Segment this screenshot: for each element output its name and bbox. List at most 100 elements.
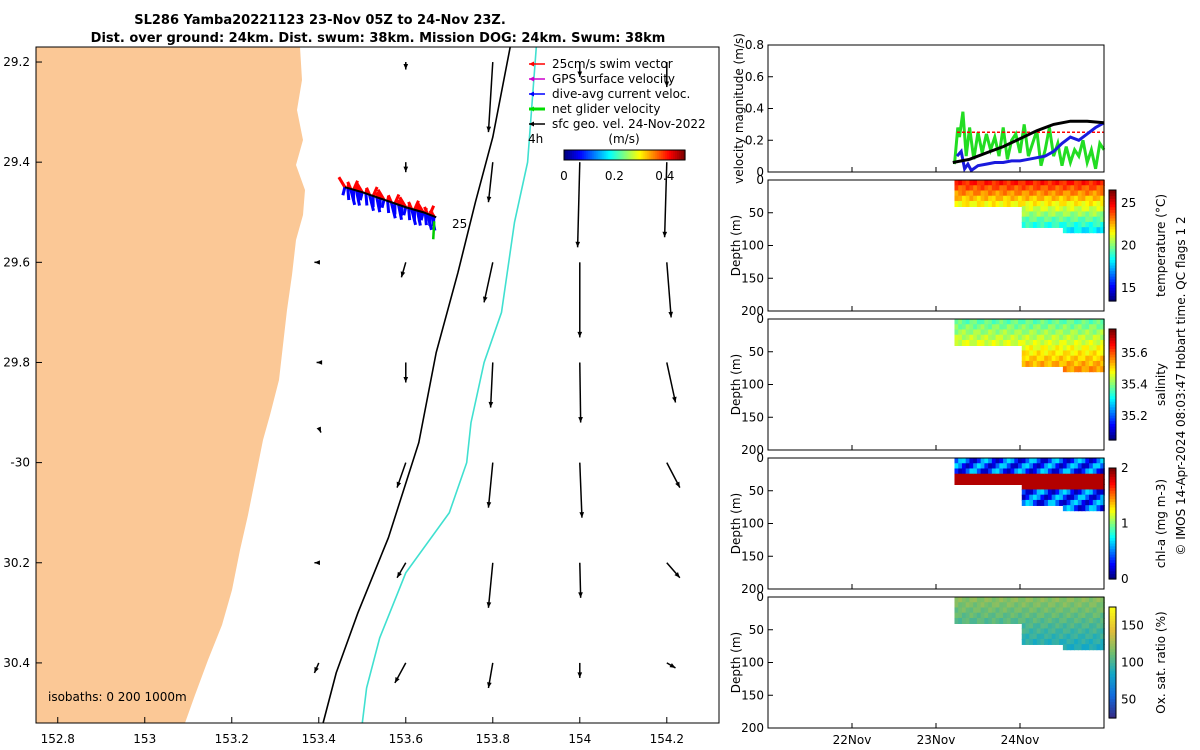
section-cell [1029, 334, 1034, 341]
section-cell [1010, 200, 1016, 207]
section-cell [1029, 211, 1034, 218]
section-cell [1089, 597, 1094, 604]
section-cell [991, 478, 997, 485]
section-cell [995, 324, 1001, 331]
depth-colorbar-cell [1109, 226, 1116, 230]
section-cell [1085, 597, 1090, 604]
section-cell [1070, 633, 1075, 640]
section-cell [1062, 329, 1068, 336]
geo-vector-head [394, 676, 400, 683]
section-cell [1077, 494, 1083, 501]
section-cell [1040, 360, 1045, 367]
depth-colorbar-cell [1109, 334, 1116, 338]
section-cell [1066, 195, 1072, 202]
depth-colorbar-cell [1109, 631, 1116, 636]
section-cell [1059, 602, 1064, 609]
section-cell [1029, 360, 1034, 367]
depth-colorbar-cell [1109, 607, 1116, 611]
geo-vector-head [664, 81, 670, 88]
section-cell [991, 200, 997, 207]
section-cell [1010, 612, 1016, 619]
section-cell [973, 597, 978, 604]
section-cell [1047, 628, 1053, 635]
section-cell [995, 602, 1001, 609]
section-cell [1047, 200, 1053, 207]
section-cell [958, 478, 963, 485]
depth-colorbar-frame [1108, 189, 1117, 302]
section-cell [1051, 463, 1057, 470]
colorbar-cell [670, 150, 674, 160]
figure-title-line2: Dist. over ground: 24km. Dist. swum: 38k… [91, 31, 666, 46]
section-cell [1077, 227, 1083, 234]
section-cell [1059, 638, 1064, 645]
section-cell [1003, 617, 1008, 624]
section-cell [1085, 468, 1090, 475]
section-cell [1032, 360, 1038, 367]
depth-colorbar-cell [1109, 190, 1116, 194]
section-cell [995, 200, 1001, 207]
section-cell [1096, 206, 1102, 213]
section-cell [1006, 324, 1012, 331]
section-cell [1074, 200, 1079, 207]
section-cell [1014, 319, 1019, 326]
section-cell [1070, 195, 1075, 202]
section-cell [1055, 617, 1060, 624]
glider-track [344, 186, 437, 219]
section-cell [976, 180, 982, 187]
section-cell [1092, 644, 1098, 651]
section-cell [1070, 499, 1075, 506]
section-cell [965, 324, 971, 331]
section-cell [1051, 355, 1057, 362]
section-cell [961, 612, 967, 619]
section-cell [1100, 602, 1105, 609]
section-cell [1044, 597, 1049, 604]
depth-colorbar-tick-label: 15 [1121, 281, 1136, 295]
section-cell [1092, 499, 1098, 506]
section-cell [1074, 216, 1079, 223]
section-cell [1040, 494, 1045, 501]
velocity-plot-area [768, 45, 1104, 172]
section-cell [1081, 644, 1087, 651]
section-cell [969, 617, 974, 624]
section-cell [1059, 478, 1064, 485]
section-cell [1070, 345, 1075, 352]
section-cell [965, 334, 971, 341]
section-cell [961, 190, 967, 197]
section-cell [969, 597, 974, 604]
section-cell [1100, 350, 1105, 357]
section-cell [1025, 200, 1031, 207]
section-cell [995, 180, 1001, 187]
section-cell [958, 468, 963, 475]
depth-colorbar-cell [1109, 345, 1116, 350]
section-cell [1096, 211, 1102, 218]
section-cell [1036, 334, 1042, 341]
geo-vector [666, 562, 681, 579]
colorbar-cell [676, 150, 680, 160]
section-cell [1089, 319, 1094, 326]
colorbar-cell [614, 150, 618, 160]
section-cell [1074, 505, 1079, 512]
section-cell [1096, 355, 1102, 362]
section-cell [1081, 206, 1087, 213]
depth-colorbar-cell [1109, 520, 1116, 525]
geo-vector-shaft [487, 61, 494, 133]
section-cell [1096, 597, 1102, 604]
section-cell [1036, 345, 1042, 352]
section-cell [1025, 484, 1031, 491]
depth-colorbar-cell [1109, 476, 1116, 480]
current-vector [402, 206, 408, 216]
section-cell [984, 319, 989, 326]
section-cell [1003, 200, 1008, 207]
section-cell [1077, 216, 1083, 223]
section-cell [1062, 221, 1068, 228]
section-cell [1077, 628, 1083, 635]
section-cell [1014, 612, 1019, 619]
section-cell [1055, 494, 1060, 501]
section-cell [1025, 597, 1031, 604]
section-cell [1070, 366, 1075, 373]
depth-colorbar-cell [1109, 362, 1116, 366]
section-cell [969, 473, 974, 480]
section-cell [1070, 221, 1075, 228]
section-cell [1092, 458, 1098, 465]
section-cell [1070, 505, 1075, 512]
